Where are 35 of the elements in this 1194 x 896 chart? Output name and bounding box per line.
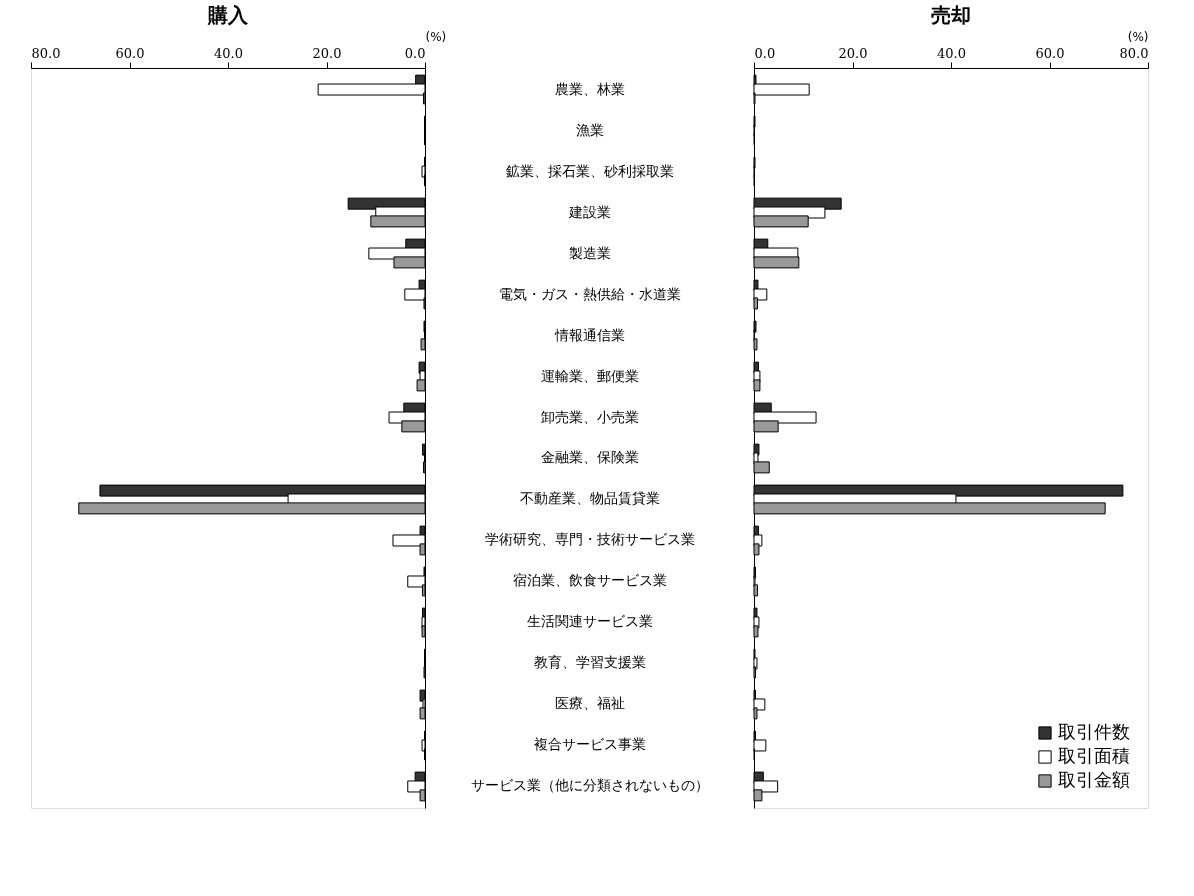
y-tick-label: 電気・ガス・熱供給・水道業 — [498, 285, 681, 302]
y-tick-label: 宿泊業、飲食サービス業 — [512, 572, 667, 589]
legend-label: 取引金額 — [1058, 769, 1130, 790]
chart-title: 購入 — [207, 3, 249, 27]
y-tick-label: 学術研究、専門・技術サービス業 — [484, 531, 695, 548]
y-tick-label: 鉱業、採石業、砂利採取業 — [505, 162, 674, 179]
legend-label: 取引面積 — [1058, 745, 1130, 766]
x-axis-title: (%) — [1127, 29, 1149, 44]
y-tick-label: 情報通信業 — [553, 326, 625, 343]
y-tick-label: サービス業（他に分類されないもの） — [470, 777, 709, 794]
x-tick-label: 20.0 — [838, 45, 868, 61]
y-tick-label: 漁業 — [575, 121, 604, 138]
y-tick-label: 農業、林業 — [554, 80, 625, 97]
y-tick-label: 建設業 — [567, 203, 611, 220]
y-tick-label: 金融業、保険業 — [540, 449, 639, 466]
x-tick-label: 20.0 — [312, 45, 342, 61]
x-tick-label: 60.0 — [1035, 45, 1065, 61]
x-tick-label: 0.0 — [404, 45, 426, 61]
chart-title: 売却 — [931, 3, 971, 27]
x-tick-label: 80.0 — [31, 45, 61, 61]
y-tick-label: 医療、福祉 — [554, 695, 625, 712]
y-tick-label: 教育、学習支援業 — [533, 654, 646, 671]
x-axis-title: (%) — [425, 29, 447, 44]
y-tick-label: 生活関連サービス業 — [526, 613, 653, 630]
y-tick-label: 運輸業、郵便業 — [540, 367, 639, 384]
legend-label: 取引件数 — [1058, 721, 1130, 742]
y-tick-label: 不動産業、物品賃貸業 — [519, 490, 660, 507]
x-tick-label: 80.0 — [1119, 45, 1149, 61]
y-tick-label: 卸売業、小売業 — [540, 408, 639, 425]
y-tick-label: 製造業 — [568, 244, 611, 261]
y-tick-label: 複合サービス事業 — [533, 736, 646, 753]
x-tick-label: 40.0 — [937, 45, 966, 61]
x-tick-label: 60.0 — [115, 45, 145, 61]
x-tick-label: 0.0 — [754, 45, 776, 61]
x-tick-label: 40.0 — [214, 45, 243, 61]
